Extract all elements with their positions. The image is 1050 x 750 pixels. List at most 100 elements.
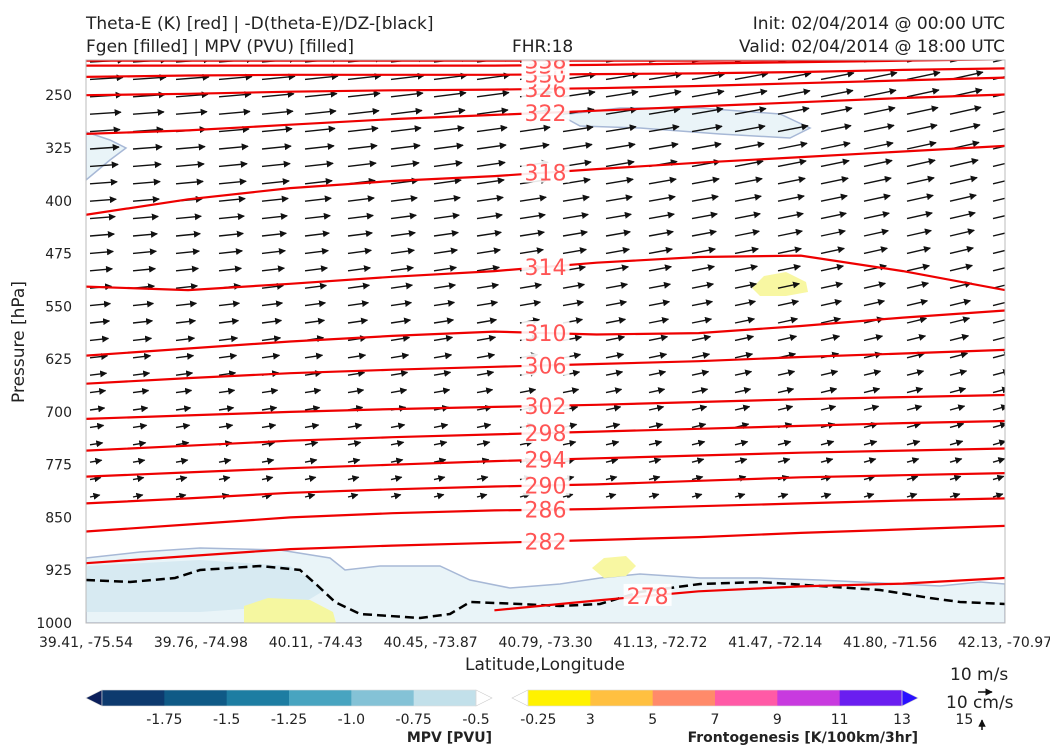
wind-vector	[132, 387, 150, 395]
wind-vector	[820, 70, 855, 81]
wind-vector	[648, 124, 680, 133]
wind-vector	[992, 351, 1005, 359]
wind-vector	[820, 281, 844, 289]
theta-e-line-278	[494, 576, 1005, 612]
wind-vector	[476, 229, 502, 237]
wind-vector	[562, 299, 585, 307]
wind-vector	[304, 247, 329, 255]
theta-e-label-bg	[521, 321, 570, 344]
wind-vector	[89, 143, 120, 151]
wind-vector	[89, 178, 118, 186]
wind-vector	[906, 474, 919, 482]
wind-vector	[175, 161, 205, 168]
wind-vector	[476, 369, 495, 377]
wind-vector	[863, 369, 882, 377]
wind-vector	[89, 492, 101, 500]
wind-legend: 10 m/s 10 cm/s	[946, 665, 1014, 730]
wind-vector	[863, 193, 891, 202]
theta-e-label-318: 318	[525, 162, 567, 187]
theta-e-label-bg	[521, 447, 570, 470]
wind-vector	[691, 176, 720, 185]
wind-vector	[863, 123, 895, 133]
wind-vector	[519, 124, 551, 133]
wind-vector	[863, 492, 875, 500]
wind-vector	[605, 281, 629, 289]
wind-vector	[648, 141, 679, 150]
wind-vector	[648, 281, 672, 289]
wind-vector	[390, 160, 420, 168]
wind-vector	[132, 370, 151, 378]
wind-vector	[734, 299, 757, 307]
wind-vector	[605, 352, 625, 359]
wind-vector	[734, 457, 748, 465]
wind-vector	[89, 440, 104, 448]
x-tick-label: 41.13, -72.72	[613, 635, 707, 651]
valid-time-label: Valid: 02/04/2014 @ 18:00 UTC	[739, 37, 1005, 57]
wind-vector	[433, 90, 467, 98]
wind-vector	[261, 160, 291, 168]
wind-vector	[218, 73, 253, 81]
theta-e-label-bg	[521, 497, 570, 520]
wind-vector	[820, 246, 845, 255]
wind-vector	[218, 457, 232, 465]
wind-vector	[777, 228, 803, 237]
x-tick-label: 40.11, -74.43	[269, 635, 363, 651]
wind-vector	[218, 300, 241, 308]
fgen-fill-surface	[244, 598, 336, 623]
y-tick-label: 775	[45, 458, 72, 474]
wind-vector	[648, 176, 677, 185]
wind-vector	[304, 300, 327, 308]
theta-e-label-286: 286	[525, 499, 567, 524]
wind-vector	[562, 124, 594, 133]
wind-vector	[906, 281, 930, 289]
wind-vector	[218, 160, 248, 168]
colorbar-tick-label: -0.25	[520, 712, 556, 728]
fgen-colorbar: 3 5 7 9 11 13 15 Frontogenesis [K/100km/3hr]	[511, 689, 973, 746]
wind-vector	[820, 228, 846, 237]
theta-e-label-314: 314	[525, 256, 567, 281]
wind-vector	[132, 196, 160, 204]
wind-vector	[992, 180, 1005, 185]
wind-vector	[820, 439, 835, 447]
wind-vector	[132, 422, 148, 430]
wind-vector	[89, 231, 115, 239]
wind-vector	[605, 89, 639, 98]
wind-vector	[132, 248, 157, 256]
wind-vector	[648, 106, 681, 115]
wind-vector	[820, 386, 838, 394]
wind-vector	[949, 474, 962, 482]
wind-vector	[89, 265, 113, 273]
plot-frame	[85, 59, 1006, 624]
wind-vector	[992, 110, 1005, 115]
wind-vector	[218, 248, 243, 256]
wind-vector	[605, 369, 624, 377]
wind-vector	[691, 387, 709, 394]
wind-vector	[605, 457, 619, 465]
wind-vector	[218, 195, 246, 203]
wind-vector	[89, 422, 105, 430]
wind-vector	[906, 193, 934, 202]
wind-vector	[734, 158, 764, 168]
wind-vector	[175, 457, 189, 465]
wind-vector	[304, 143, 335, 151]
wind-vector	[820, 105, 853, 115]
wind-vector	[390, 90, 424, 98]
wind-vector	[992, 333, 1005, 342]
wind-vector	[89, 475, 102, 483]
wind-vector	[949, 263, 973, 272]
wind-vector	[175, 370, 194, 378]
wind-vector	[476, 282, 500, 290]
wind-vector	[906, 228, 932, 237]
y-tick-label: 925	[45, 563, 72, 579]
wind-vector	[390, 387, 408, 395]
fgen-fill-925	[592, 556, 636, 578]
wind-vector	[906, 246, 931, 255]
wind-vector	[648, 387, 666, 394]
wind-vector	[218, 230, 244, 238]
theta-e-label-290: 290	[525, 474, 567, 499]
wind-vector	[175, 405, 192, 413]
forecast-hour-label: FHR:18	[512, 37, 574, 57]
wind-vector	[304, 177, 333, 185]
wind-vector	[777, 88, 811, 98]
wind-vector	[691, 229, 717, 237]
